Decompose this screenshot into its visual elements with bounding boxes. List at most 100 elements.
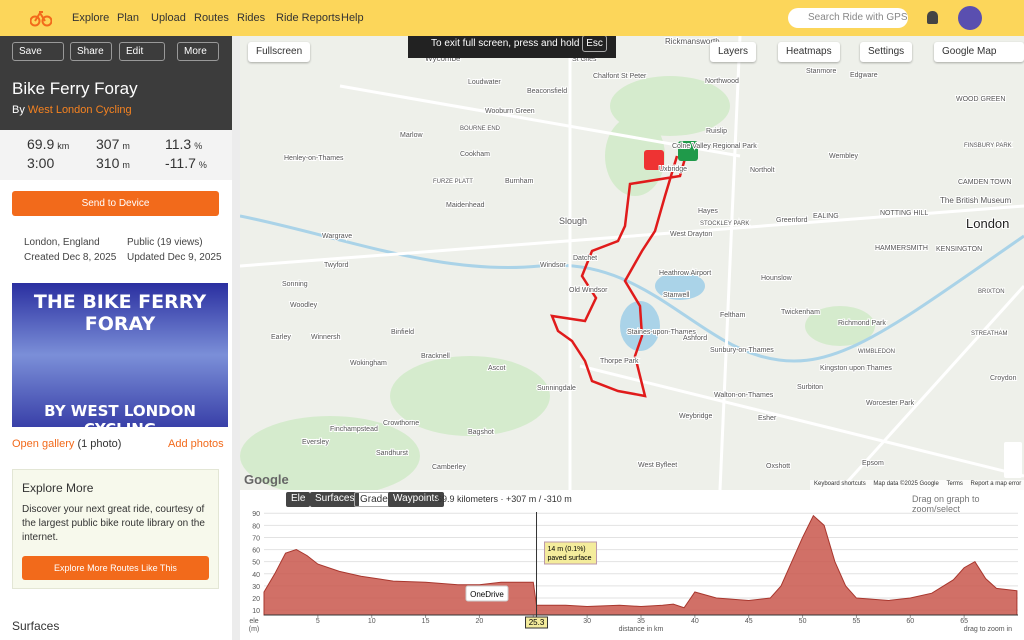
footer-link[interactable]: Keyboard shortcuts <box>814 481 866 487</box>
edit-button[interactable]: Edit <box>119 42 165 61</box>
place-label: Twickenham <box>781 309 820 316</box>
x-tick-label: 65 <box>960 618 968 625</box>
map[interactable]: Rickmansworth Wycombe St Giles Chalfont St … <box>240 36 1024 490</box>
tooltip-box <box>544 541 598 565</box>
explore-text: Discover your next great ride, courtesy … <box>22 504 205 543</box>
y-axis-unit: (m) <box>249 626 260 633</box>
save-button[interactable]: Save <box>12 42 64 61</box>
sidebar: Save Share Edit More Bike Ferry Foray By… <box>0 36 232 640</box>
place-label: Richmond Park <box>838 320 886 327</box>
tab[interactable]: Surfaces <box>310 492 360 507</box>
place-label: Wembley <box>829 153 859 160</box>
place-label: Colne Valley Regional Park <box>672 143 757 150</box>
place-label: Epsom <box>862 460 884 467</box>
start-marker[interactable] <box>678 141 698 161</box>
hint: Drag on graph to zoom/select <box>912 494 980 514</box>
place-label: St Giles <box>572 56 597 63</box>
place-label: Hounslow <box>761 275 793 282</box>
place-label: Stanwell <box>663 292 690 299</box>
surfaces-heading: Surfaces <box>12 619 60 633</box>
place-label: The British Museum <box>940 196 1011 205</box>
settings-button[interactable]: Settings <box>860 42 913 62</box>
stat-value: 3:00 <box>27 155 55 171</box>
place-label: Sunbury-on-Thames <box>710 347 774 354</box>
place-label: Marlow <box>400 132 424 139</box>
send-to-device[interactable]: Send to Device <box>12 191 219 216</box>
route-image[interactable]: THE BIKE FERRY FORAY BY WEST LONDON CYCL… <box>12 283 228 438</box>
place-label: Woodley <box>290 302 318 309</box>
logo[interactable] <box>30 9 52 27</box>
place-label: Binfield <box>391 329 414 336</box>
x-tick-label: 55 <box>853 618 861 625</box>
zoom-control[interactable] <box>1004 442 1022 478</box>
place-label: Croydon <box>990 375 1017 382</box>
stat-unit: m <box>122 141 130 151</box>
add-photos[interactable]: Add photos <box>168 438 224 450</box>
place-label: Datchet <box>573 255 597 262</box>
gallery: Open gallery (1 photo) <box>12 438 121 450</box>
end-marker[interactable] <box>644 150 664 170</box>
notifications[interactable] <box>927 11 938 24</box>
stat-value: -11.7 <box>165 155 196 171</box>
footer-link[interactable]: Report a map error <box>970 481 1022 487</box>
x-tick-label: 40 <box>691 618 699 625</box>
place-label: Earley <box>271 334 291 341</box>
place-label: Ashford <box>683 335 707 342</box>
place-label: West Byfleet <box>638 462 677 469</box>
place-label: Thorpe Park <box>600 358 639 365</box>
place-label: BOURNE END <box>460 126 501 132</box>
tooltip-line: paved surface <box>548 555 592 562</box>
explore-button[interactable]: Explore More Routes Like This <box>22 556 209 580</box>
fullscreen-button[interactable]: Fullscreen <box>248 42 311 62</box>
footer-text: Map data ©2025 Google <box>873 481 939 487</box>
place-label: Wooburn Green <box>485 108 535 115</box>
heatmaps-button[interactable]: Heatmaps <box>778 42 840 62</box>
more-button[interactable]: More <box>177 42 219 61</box>
zoom-hint: drag to zoom in <box>964 626 1012 633</box>
nav-link[interactable]: Plan <box>117 12 140 24</box>
x-tick-label: 20 <box>476 618 484 625</box>
place-label: Henley-on-Thames <box>284 155 344 162</box>
scrollbar[interactable] <box>232 36 240 640</box>
popup-label: OneDrive <box>470 590 504 599</box>
nav-link[interactable]: Upload <box>151 12 186 24</box>
search[interactable]: Search Ride with GPS <box>788 8 908 28</box>
author[interactable]: West London Cycling <box>27 104 132 116</box>
nav-link[interactable]: Help <box>341 12 364 24</box>
by: By <box>12 104 25 116</box>
gallery-count: (1 photo) <box>77 438 122 450</box>
tab[interactable]: Waypoints <box>388 492 445 507</box>
cursor-label: 25.3 <box>529 618 545 627</box>
place-label: Sandhurst <box>376 450 408 457</box>
updated: Updated Dec 9, 2025 <box>127 252 222 263</box>
footer-link[interactable]: Terms <box>946 481 963 487</box>
nav-link[interactable]: Rides <box>237 12 266 24</box>
map-type-button[interactable]: Google Map <box>934 42 1024 62</box>
avatar[interactable] <box>958 6 982 30</box>
place-label: STOCKLEY PARK <box>700 221 749 227</box>
y-tick-label: 10 <box>252 608 260 615</box>
stat-unit: % <box>198 160 207 170</box>
place-label: WOOD GREEN <box>956 96 1005 103</box>
nav-link[interactable]: Routes <box>194 12 229 24</box>
stat-unit: m <box>122 160 130 170</box>
stat-value: 11.3 <box>165 136 192 152</box>
tab[interactable]: Ele <box>286 492 311 507</box>
place-label: HAMMERSMITH <box>875 245 928 252</box>
elevation-chart[interactable]: 1020304050607080905101520253035404550556… <box>240 490 1024 640</box>
share-button[interactable]: Share <box>70 42 112 61</box>
stat: 69.9 km <box>27 136 69 152</box>
nav-link[interactable]: Explore <box>72 12 110 24</box>
gallery-link[interactable]: Open gallery <box>12 438 75 450</box>
place-label: Finchampstead <box>330 426 378 433</box>
place-label: Cookham <box>460 151 490 158</box>
place-label: Sonning <box>282 281 308 288</box>
place-label: Camberley <box>432 464 466 471</box>
place-label: Burnham <box>505 178 534 185</box>
x-tick-label: 35 <box>637 618 645 625</box>
nav-link[interactable]: Ride Reports <box>276 12 341 24</box>
place-label: Uxbridge <box>659 166 687 173</box>
layers-button[interactable]: Layers <box>710 42 757 62</box>
stat-value: 307 <box>96 136 120 152</box>
